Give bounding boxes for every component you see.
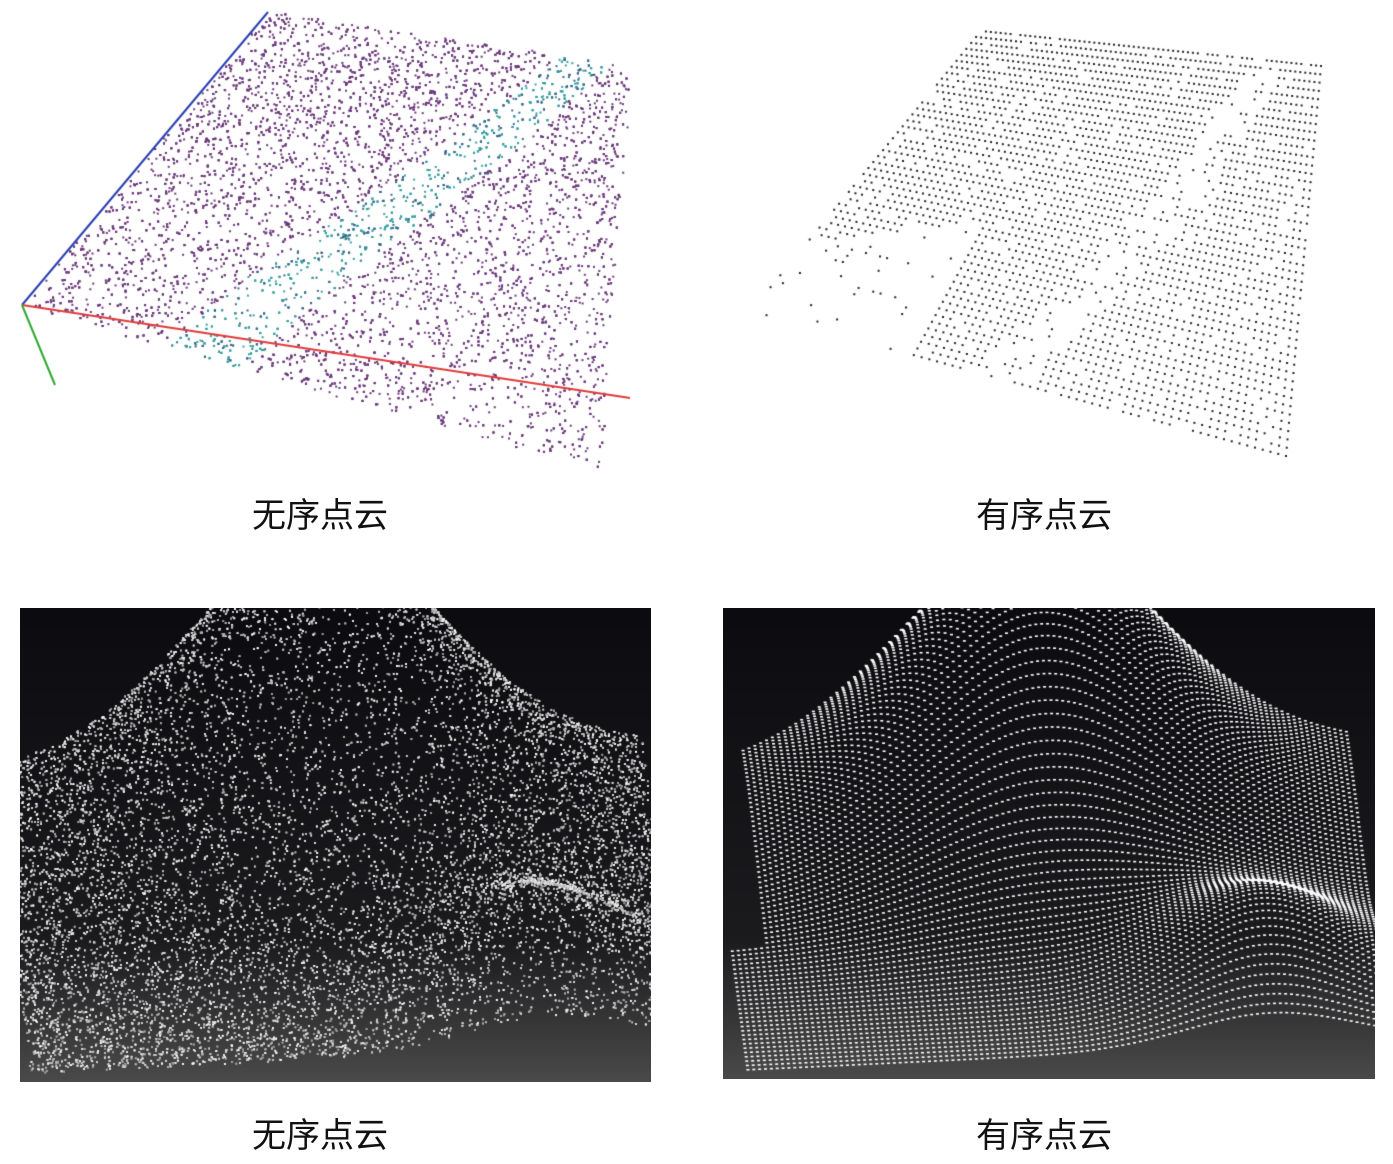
caption-ordered-bottom: 有序点云 <box>976 1116 1112 1156</box>
unordered-point-cloud-colored-panel <box>0 0 660 480</box>
ordered-point-cloud-mesh-panel <box>723 608 1375 1079</box>
unordered-point-cloud-colored <box>0 0 660 480</box>
caption-unordered-top: 无序点云 <box>252 496 388 536</box>
unordered-point-cloud-surface-panel <box>20 608 651 1082</box>
ordered-point-cloud-dots <box>700 0 1393 480</box>
ordered-point-cloud-mesh <box>723 608 1375 1079</box>
caption-unordered-bottom: 无序点云 <box>252 1116 388 1156</box>
unordered-point-cloud-surface <box>20 608 651 1082</box>
ordered-point-cloud-dots-panel <box>700 0 1393 480</box>
caption-ordered-top: 有序点云 <box>976 496 1112 536</box>
